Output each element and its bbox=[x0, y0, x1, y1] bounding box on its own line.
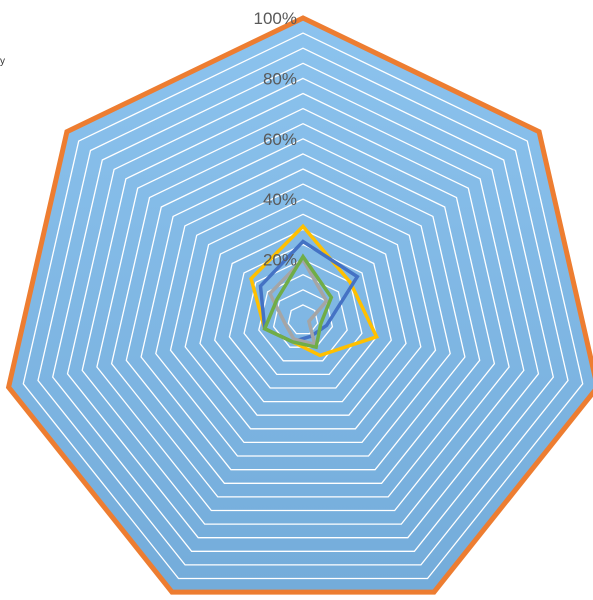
gridline-ring bbox=[184, 198, 422, 430]
gridline-ring bbox=[140, 153, 466, 471]
series-line-orange bbox=[5, 15, 593, 595]
series-line-gray bbox=[267, 256, 329, 347]
gridline-ring bbox=[258, 273, 348, 362]
tick-label: 40% bbox=[263, 190, 297, 209]
legend-fragment: y bbox=[0, 56, 5, 67]
gridline-ring bbox=[22, 32, 584, 580]
series-line-green bbox=[262, 253, 334, 350]
tick-label: 60% bbox=[263, 130, 297, 149]
tick-label: 20% bbox=[263, 251, 297, 270]
gridline-ring bbox=[213, 228, 393, 403]
gridline-ring bbox=[51, 62, 555, 552]
gridline-ring bbox=[199, 213, 407, 416]
gridline-ring bbox=[110, 122, 496, 498]
gridline-ring bbox=[169, 183, 437, 444]
gridline-ring bbox=[81, 92, 525, 525]
gridline-ring bbox=[155, 168, 451, 457]
gridline-ring bbox=[66, 77, 540, 539]
tick-label: 100% bbox=[254, 9, 297, 28]
gridline-ring bbox=[228, 243, 378, 389]
gridline-ring bbox=[37, 47, 569, 566]
tick-label: 80% bbox=[263, 69, 297, 88]
series-line-blue bbox=[258, 239, 360, 344]
plot-area-fill bbox=[8, 18, 593, 593]
series-line-yellow bbox=[249, 223, 380, 358]
gridline-ring bbox=[125, 138, 481, 484]
gridline-ring bbox=[96, 107, 510, 512]
